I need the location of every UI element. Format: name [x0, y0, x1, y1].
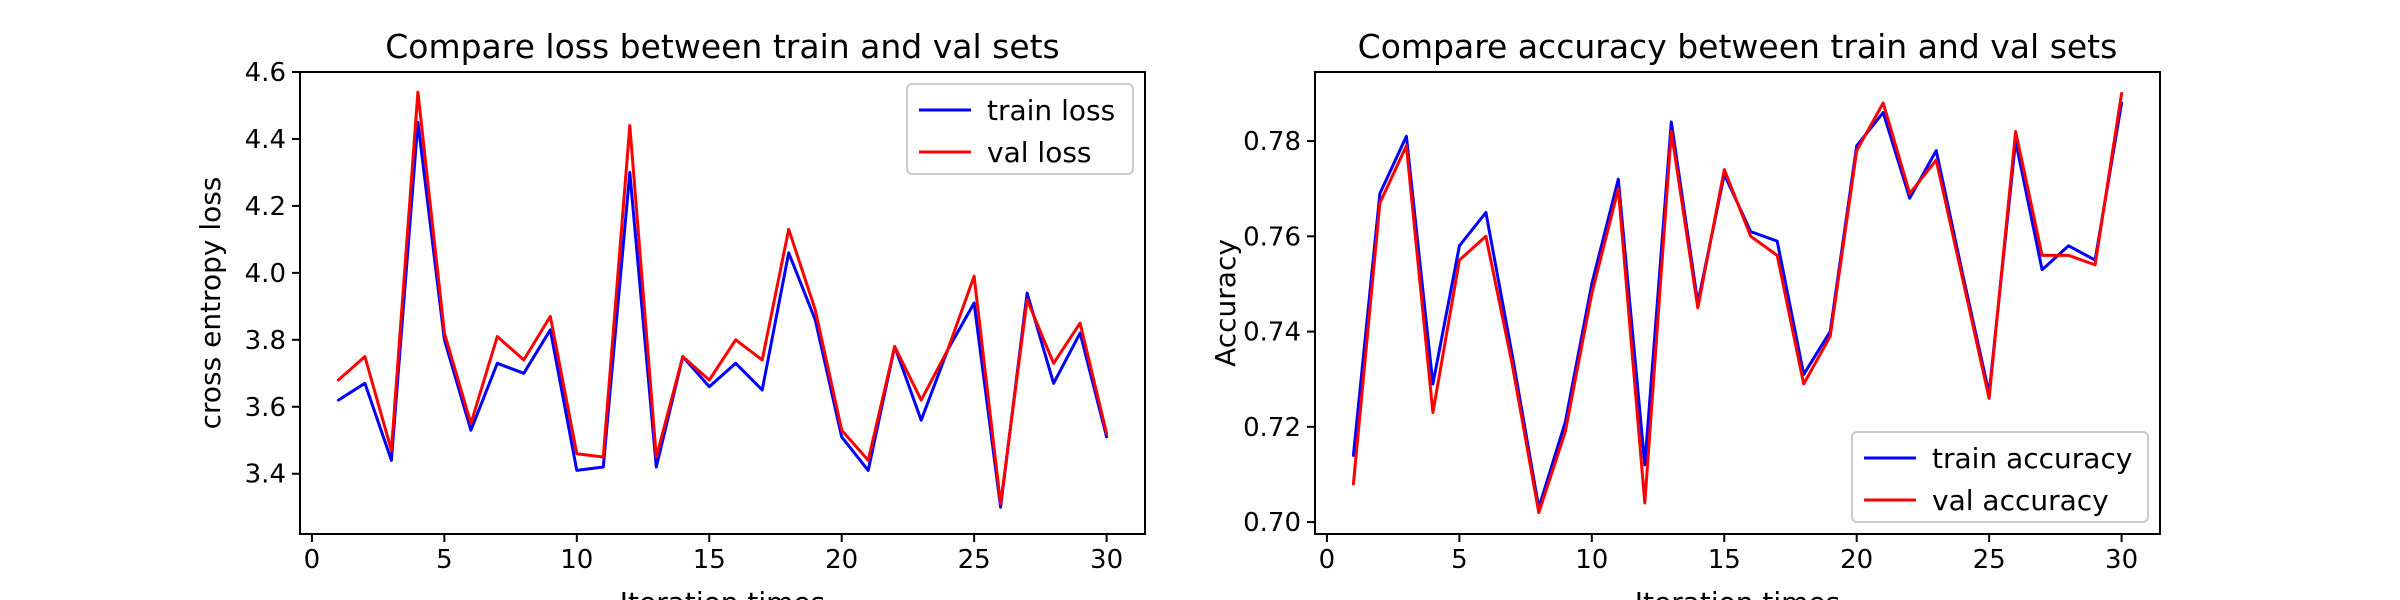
loss-x-tick-label: 5: [436, 545, 453, 575]
loss-series-val-loss: [336, 90, 1109, 506]
accuracy-x-tick-label: 30: [2105, 545, 2138, 575]
loss-chart-title: Compare loss between train and val sets: [385, 27, 1060, 66]
loss-legend: train loss val loss: [906, 83, 1134, 175]
accuracy-chart: Compare accuracy between train and val s…: [1209, 27, 2161, 600]
loss-series-train-loss: [336, 120, 1109, 509]
loss-y-axis-label: cross entropy loss: [194, 177, 227, 430]
accuracy-y-tick-label: 0.76: [1243, 222, 1301, 252]
loss-chart: Compare loss between train and val sets c…: [194, 27, 1146, 600]
accuracy-y-tick-label: 0.70: [1243, 508, 1301, 538]
loss-x-tick-label: 10: [560, 545, 593, 575]
accuracy-x-axis-label: Iteration times: [1635, 586, 1841, 600]
loss-x-tick-label: 20: [825, 545, 858, 575]
loss-y-tick-label: 4.4: [245, 125, 286, 155]
accuracy-y-axis-label: Accuracy: [1209, 239, 1242, 367]
loss-plot-frame: [299, 71, 1146, 535]
loss-y-tick-label: 3.8: [245, 326, 286, 356]
accuracy-legend-label-val-accuracy: val accuracy: [1932, 484, 2109, 517]
accuracy-chart-title: Compare accuracy between train and val s…: [1358, 27, 2118, 66]
accuracy-plot-frame: [1314, 71, 2161, 535]
loss-y-tick-label: 4.2: [245, 192, 286, 222]
loss-x-tick-label: 0: [304, 545, 321, 575]
accuracy-legend-box: [1851, 431, 2149, 523]
loss-x-tick-label: 30: [1090, 545, 1123, 575]
accuracy-x-tick-label: 20: [1840, 545, 1873, 575]
loss-y-tick-label: 4.0: [245, 259, 286, 289]
accuracy-x-tick-label: 0: [1319, 545, 1336, 575]
accuracy-x-tick-label: 5: [1451, 545, 1468, 575]
accuracy-series-val-accuracy: [1351, 91, 2124, 515]
loss-x-tick-label: 15: [693, 545, 726, 575]
accuracy-y-tick-label: 0.74: [1243, 318, 1301, 348]
accuracy-x-tick-label: 15: [1708, 545, 1741, 575]
loss-x-axis-label: Iteration times: [620, 586, 826, 600]
loss-legend-label-val-loss: val loss: [987, 136, 1092, 169]
loss-y-tick-label: 3.6: [245, 393, 286, 423]
accuracy-legend: train accuracy val accuracy: [1851, 431, 2149, 523]
loss-y-tick-label: 4.6: [245, 58, 286, 88]
accuracy-x-tick-label: 25: [1973, 545, 2006, 575]
accuracy-legend-label-train-accuracy: train accuracy: [1932, 442, 2132, 475]
accuracy-y-tick-label: 0.78: [1243, 127, 1301, 157]
accuracy-y-tick-label: 0.72: [1243, 413, 1301, 443]
loss-legend-label-train-loss: train loss: [987, 94, 1115, 127]
loss-y-tick-label: 3.4: [245, 460, 286, 490]
accuracy-x-tick-label: 10: [1575, 545, 1608, 575]
loss-x-tick-label: 25: [958, 545, 991, 575]
